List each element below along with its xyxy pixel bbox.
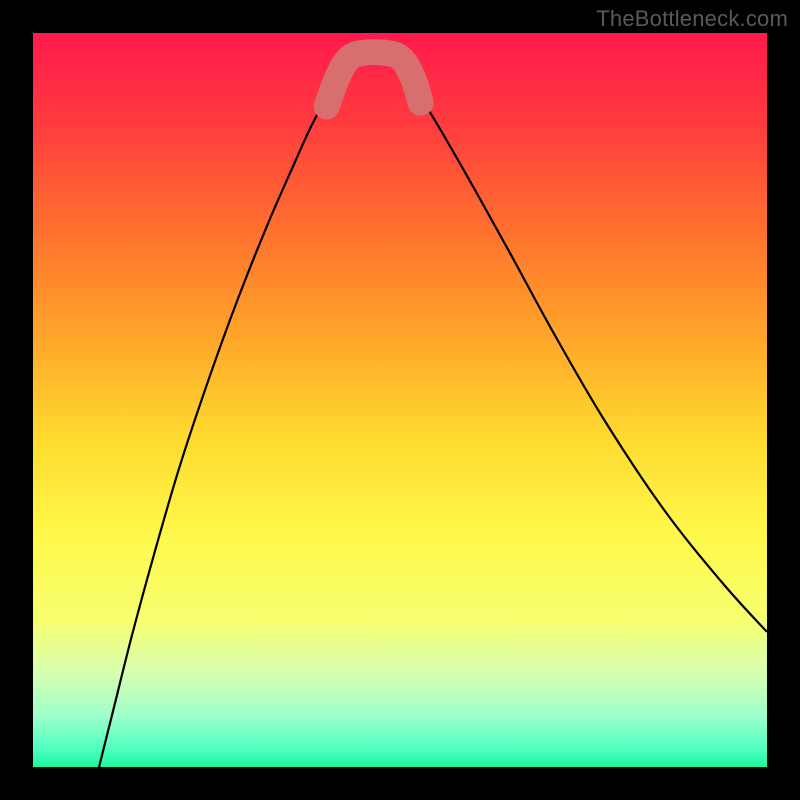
chart-frame: TheBottleneck.com — [0, 0, 800, 800]
bottleneck-plot-area — [33, 33, 767, 767]
gradient-background — [33, 33, 767, 767]
bottleneck-chart-svg — [33, 33, 767, 767]
watermark-text: TheBottleneck.com — [596, 6, 788, 32]
